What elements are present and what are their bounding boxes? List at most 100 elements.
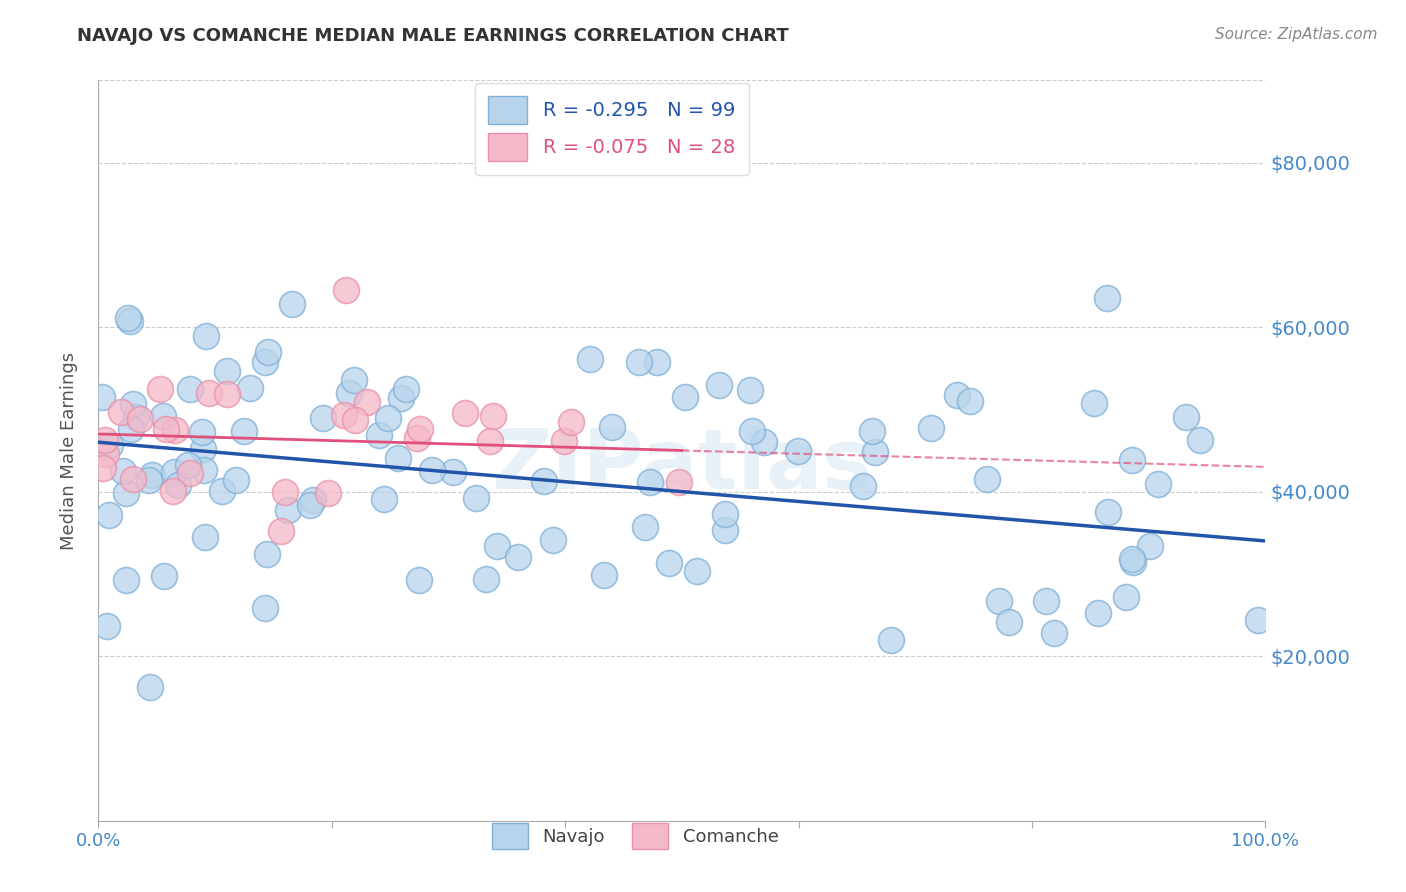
Point	[97, 508, 120, 522]
Point	[959, 394, 981, 409]
Point	[316, 486, 339, 500]
Point	[281, 297, 304, 311]
Point	[714, 524, 737, 538]
Point	[920, 420, 942, 434]
Point	[441, 465, 464, 479]
Point	[179, 382, 201, 396]
Point	[1121, 453, 1143, 467]
Point	[533, 474, 555, 488]
Point	[342, 373, 364, 387]
Point	[110, 405, 132, 419]
Point	[91, 461, 114, 475]
Point	[852, 479, 875, 493]
Point	[225, 473, 247, 487]
Point	[194, 329, 217, 343]
Point	[335, 283, 357, 297]
Text: NAVAJO VS COMANCHE MEDIAN MALE EARNINGS CORRELATION CHART: NAVAJO VS COMANCHE MEDIAN MALE EARNINGS …	[77, 27, 789, 45]
Point	[479, 434, 502, 448]
Point	[714, 507, 737, 521]
Point	[592, 567, 614, 582]
Point	[149, 382, 172, 396]
Point	[141, 467, 163, 482]
Point	[453, 405, 475, 419]
Point	[94, 434, 117, 448]
Point	[395, 382, 418, 396]
Point	[257, 344, 280, 359]
Point	[273, 484, 295, 499]
Point	[270, 524, 292, 539]
Point	[153, 569, 176, 583]
Legend: Navajo, Comanche: Navajo, Comanche	[485, 816, 786, 856]
Point	[998, 615, 1021, 629]
Point	[138, 473, 160, 487]
Point	[786, 444, 808, 458]
Point	[298, 498, 321, 512]
Point	[600, 420, 623, 434]
Point	[405, 431, 427, 445]
Point	[253, 355, 276, 369]
Point	[420, 463, 443, 477]
Point	[553, 434, 575, 449]
Point	[1247, 614, 1270, 628]
Point	[129, 412, 152, 426]
Point	[120, 422, 142, 436]
Point	[96, 619, 118, 633]
Point	[506, 550, 529, 565]
Point	[863, 445, 886, 459]
Point	[117, 310, 139, 325]
Point	[114, 486, 136, 500]
Point	[193, 463, 215, 477]
Point	[1087, 606, 1109, 620]
Point	[215, 387, 238, 401]
Point	[541, 533, 564, 548]
Point	[409, 422, 432, 436]
Point	[120, 314, 142, 328]
Point	[658, 556, 681, 570]
Point	[645, 355, 668, 369]
Point	[560, 415, 582, 429]
Point	[987, 594, 1010, 608]
Point	[1121, 555, 1143, 569]
Point	[638, 475, 661, 489]
Point	[194, 530, 217, 544]
Point	[215, 364, 238, 378]
Point	[163, 465, 186, 479]
Point	[233, 425, 256, 439]
Point	[337, 386, 360, 401]
Point	[163, 423, 186, 437]
Point	[343, 413, 366, 427]
Point	[167, 477, 190, 491]
Point	[177, 458, 200, 472]
Point	[356, 395, 378, 409]
Point	[114, 573, 136, 587]
Point	[481, 409, 503, 424]
Point	[668, 475, 690, 489]
Text: ZIPatlas: ZIPatlas	[492, 425, 872, 506]
Point	[1174, 409, 1197, 424]
Point	[408, 573, 430, 587]
Point	[1121, 552, 1143, 566]
Point	[707, 377, 730, 392]
Point	[155, 422, 177, 436]
Point	[634, 519, 657, 533]
Point	[111, 464, 134, 478]
Point	[256, 547, 278, 561]
Point	[197, 385, 219, 400]
Point	[124, 409, 146, 424]
Point	[389, 392, 412, 406]
Point	[302, 492, 325, 507]
Point	[976, 472, 998, 486]
Point	[368, 428, 391, 442]
Point	[138, 680, 160, 694]
Point	[1146, 477, 1168, 491]
Point	[1188, 434, 1211, 448]
Point	[1043, 626, 1066, 640]
Point	[387, 451, 409, 466]
Point	[373, 492, 395, 507]
Point	[627, 355, 650, 369]
Point	[1097, 505, 1119, 519]
Point	[579, 351, 602, 366]
Point	[96, 447, 118, 461]
Point	[193, 442, 215, 457]
Point	[485, 539, 508, 553]
